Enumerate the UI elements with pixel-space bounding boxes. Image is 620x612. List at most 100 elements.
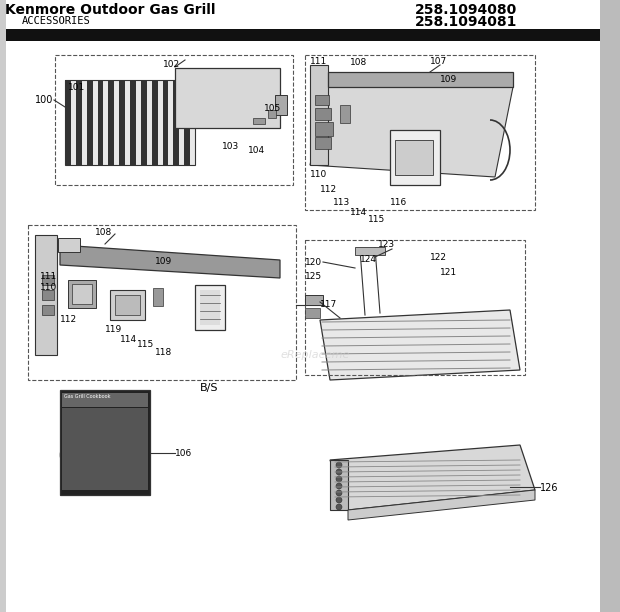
Bar: [62, 408, 148, 490]
Bar: [72, 284, 92, 304]
Text: ACCESSORIES: ACCESSORIES: [22, 16, 91, 26]
Bar: [340, 105, 350, 123]
Bar: [65, 80, 195, 165]
Bar: [305, 240, 525, 375]
Circle shape: [336, 469, 342, 475]
Text: 102: 102: [163, 60, 180, 69]
Bar: [153, 288, 163, 306]
Bar: [141, 80, 147, 165]
Circle shape: [336, 483, 342, 489]
Bar: [310, 65, 328, 165]
Bar: [315, 95, 329, 105]
Text: B/S: B/S: [200, 383, 218, 393]
Text: 107: 107: [430, 57, 447, 66]
Text: 258.1094080: 258.1094080: [415, 3, 517, 17]
Circle shape: [60, 440, 90, 470]
Bar: [195, 285, 225, 330]
Text: 111: 111: [310, 57, 327, 66]
Text: 109: 109: [155, 257, 172, 266]
Circle shape: [88, 448, 112, 472]
Bar: [315, 137, 331, 149]
Text: 258.1094081: 258.1094081: [415, 15, 517, 29]
Polygon shape: [330, 445, 535, 510]
Bar: [6, 29, 600, 41]
Bar: [76, 80, 82, 165]
Text: 108: 108: [350, 58, 367, 67]
Text: Gas Grill Cookbook: Gas Grill Cookbook: [64, 394, 110, 399]
Bar: [355, 247, 385, 255]
Bar: [200, 290, 220, 325]
Circle shape: [336, 462, 342, 468]
Circle shape: [336, 490, 342, 496]
Text: 119: 119: [105, 325, 122, 334]
Circle shape: [239, 70, 247, 76]
Bar: [110, 290, 145, 320]
Bar: [87, 80, 92, 165]
Text: 110: 110: [40, 283, 57, 292]
Bar: [68, 280, 96, 308]
Bar: [115, 295, 140, 315]
Text: 112: 112: [60, 315, 77, 324]
Bar: [58, 238, 80, 252]
Bar: [60, 390, 150, 495]
Circle shape: [216, 70, 223, 76]
Bar: [42, 290, 54, 300]
Circle shape: [72, 417, 108, 453]
Circle shape: [228, 70, 234, 76]
Circle shape: [252, 70, 259, 76]
Bar: [0, 0, 6, 612]
Circle shape: [70, 465, 90, 485]
Polygon shape: [348, 490, 535, 520]
Text: 105: 105: [264, 104, 281, 113]
Bar: [65, 80, 71, 165]
Text: 115: 115: [368, 215, 385, 224]
Text: 121: 121: [440, 268, 457, 277]
Circle shape: [203, 70, 211, 76]
Text: 104: 104: [248, 146, 265, 155]
Text: 106: 106: [175, 449, 192, 458]
Text: 122: 122: [430, 253, 447, 262]
Bar: [42, 305, 54, 315]
Bar: [42, 275, 54, 285]
Text: 118: 118: [155, 348, 172, 357]
Polygon shape: [310, 75, 513, 177]
Bar: [97, 80, 104, 165]
Circle shape: [336, 476, 342, 482]
Bar: [184, 80, 190, 165]
Bar: [315, 122, 333, 136]
Text: 123: 123: [378, 240, 395, 249]
Bar: [175, 68, 280, 128]
Circle shape: [400, 150, 430, 180]
Bar: [305, 55, 535, 210]
Circle shape: [180, 70, 187, 76]
Polygon shape: [320, 310, 520, 380]
Bar: [268, 110, 276, 118]
Bar: [305, 308, 320, 318]
Text: 115: 115: [137, 340, 154, 349]
Text: 112: 112: [320, 185, 337, 194]
Bar: [328, 72, 513, 87]
Bar: [28, 225, 296, 380]
Bar: [55, 55, 293, 185]
Text: Kenmore Outdoor Gas Grill: Kenmore Outdoor Gas Grill: [5, 3, 216, 17]
Text: 116: 116: [390, 198, 407, 207]
Bar: [395, 140, 433, 175]
Bar: [305, 295, 323, 305]
Bar: [600, 0, 620, 612]
Text: 125: 125: [305, 272, 322, 281]
Circle shape: [264, 70, 270, 76]
Text: 110: 110: [310, 170, 327, 179]
Text: 114: 114: [120, 335, 137, 344]
Bar: [253, 118, 265, 124]
Bar: [162, 80, 169, 165]
Circle shape: [336, 497, 342, 503]
Text: 109: 109: [440, 75, 458, 84]
Bar: [275, 95, 287, 115]
Bar: [119, 80, 125, 165]
Text: 124: 124: [360, 255, 377, 264]
Circle shape: [336, 504, 342, 510]
Bar: [108, 80, 114, 165]
Text: 126: 126: [540, 483, 559, 493]
Text: 108: 108: [95, 228, 112, 237]
Text: 117: 117: [320, 300, 337, 309]
